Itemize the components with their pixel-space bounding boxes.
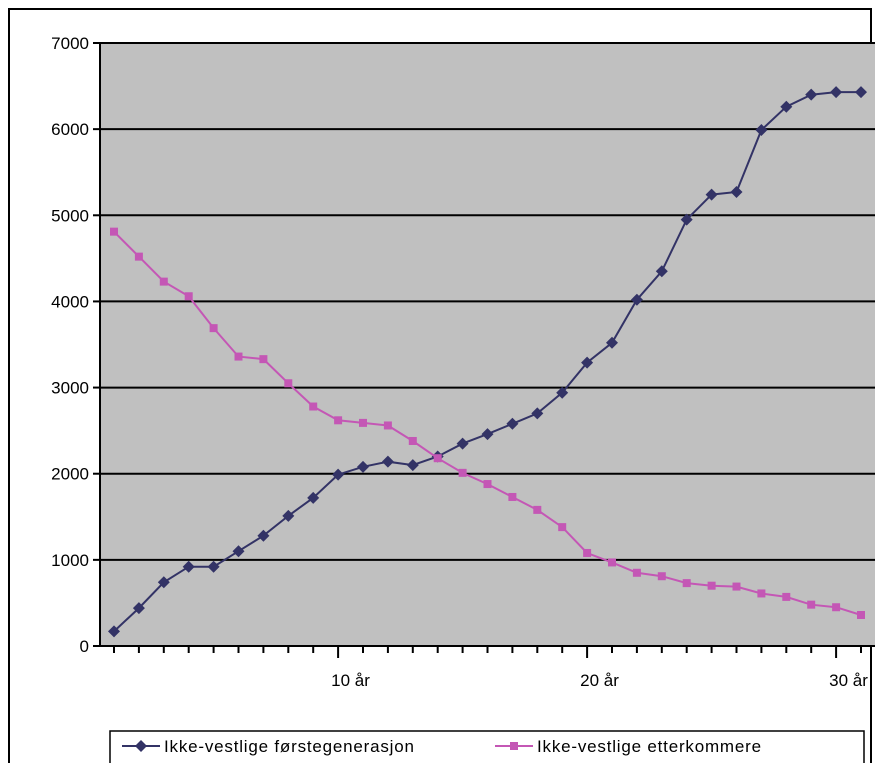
series: [108, 86, 867, 638]
series-1-point-8: [282, 509, 295, 522]
series-2-point-2: [134, 252, 143, 261]
series-2-point-25: [707, 581, 716, 590]
series-2-point-17: [508, 492, 517, 501]
series-1-point-26: [730, 186, 743, 199]
y-tick-label-4: 4000: [51, 292, 89, 311]
series-1-point-11: [357, 460, 369, 473]
series-2-point-10: [334, 416, 343, 425]
series-2-point-9: [309, 402, 318, 411]
y-tick-label-5: 5000: [51, 206, 89, 225]
series-2-point-14: [433, 454, 442, 463]
series-2-point-28: [782, 592, 791, 601]
legend-label-series-2: Ikke-vestlige etterkommere: [537, 737, 762, 756]
series-2-point-21: [608, 558, 616, 567]
series-1-point-13: [406, 459, 419, 472]
series-2-point-18: [533, 505, 542, 514]
series-2-point-8: [284, 379, 293, 388]
series-1-point-24: [680, 213, 693, 226]
series-1-point-27: [755, 124, 768, 137]
series-2-point-6: [234, 352, 243, 361]
series-2-point-3: [159, 277, 168, 286]
series-1-point-25: [705, 188, 718, 201]
series-2-point-13: [408, 436, 417, 445]
y-tick-label-0: 0: [80, 637, 89, 656]
series-2-point-20: [583, 548, 592, 557]
y-tick-label-7: 7000: [51, 34, 89, 53]
series-1-point-28: [780, 100, 793, 113]
series-2-point-31: [857, 610, 865, 619]
legend-marker-series-2: [510, 742, 518, 750]
series-2-point-16: [483, 480, 492, 489]
series-1-point-16: [481, 428, 494, 441]
x-tick-label-2: 30 år: [829, 671, 868, 690]
x-tick-label-0: 10 år: [331, 671, 370, 690]
series-1-point-18: [531, 407, 544, 420]
series-1-point-23: [655, 265, 668, 278]
series-2-point-19: [558, 523, 567, 532]
series-1-point-20: [581, 356, 594, 369]
series-2-point-29: [807, 600, 816, 609]
series-2-point-23: [657, 572, 666, 581]
series-1-point-17: [506, 417, 519, 430]
series-1-point-30: [830, 86, 843, 99]
legend-box: [109, 730, 865, 768]
y-tick-label-3: 3000: [51, 379, 89, 398]
series-1-point-7: [257, 529, 270, 542]
series-1-point-15: [456, 437, 469, 450]
legend-label-series-1: Ikke-vestlige førstegenerasjon: [164, 737, 415, 756]
series-1-point-10: [332, 468, 345, 481]
gridlines: [100, 42, 875, 561]
series-1-point-2: [132, 602, 145, 615]
series-1-point-19: [556, 386, 569, 399]
series-2-point-4: [184, 292, 193, 301]
series-2-point-26: [732, 582, 741, 591]
series-2-point-11: [359, 418, 367, 427]
series-2-point-1: [110, 227, 118, 236]
legend-marker-series-1: [135, 740, 147, 752]
axes: 0 1000 2000 3000 4000 5000 6000 7000 10 år 20 år 3…: [51, 34, 875, 690]
series-2-point-30: [832, 603, 841, 612]
series-1-point-5: [207, 560, 220, 573]
series-1: [108, 86, 867, 638]
series-1-point-9: [307, 491, 320, 504]
series-2-point-12: [383, 421, 392, 430]
series-1-point-12: [381, 455, 394, 468]
y-tick-label-2: 2000: [51, 465, 89, 484]
series-2-point-24: [682, 579, 691, 588]
series-2-point-5: [209, 324, 218, 333]
series-1-point-21: [606, 336, 618, 349]
series-1-point-31: [855, 86, 867, 99]
series-1-point-29: [805, 88, 818, 101]
series-1-point-4: [182, 560, 195, 573]
y-tick-label-1: 1000: [51, 551, 89, 570]
series-1-point-3: [157, 576, 170, 589]
series-2-point-15: [458, 468, 467, 477]
x-tick-label-1: 20 år: [580, 671, 619, 690]
series-1-point-1: [108, 625, 120, 638]
y-tick-label-6: 6000: [51, 120, 89, 139]
series-2-point-7: [259, 355, 268, 364]
series-2-point-27: [757, 589, 766, 598]
series-2: [110, 227, 865, 619]
legend: Ikke-vestlige førstegenerasjon Ikke-vest…: [109, 730, 865, 768]
series-1-point-22: [630, 293, 643, 306]
series-1-point-6: [232, 545, 245, 558]
plot-area: [100, 43, 875, 646]
series-2-point-22: [632, 568, 641, 577]
